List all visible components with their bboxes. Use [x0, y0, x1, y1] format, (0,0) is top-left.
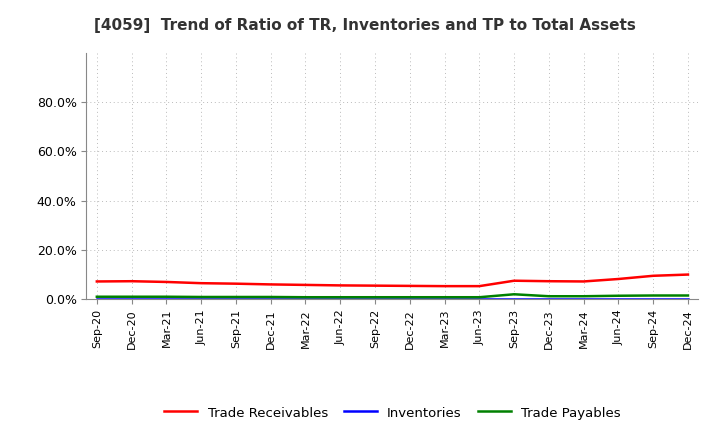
Trade Receivables: [475, 283, 484, 289]
Trade Receivables: [649, 273, 657, 279]
Trade Receivables: [371, 283, 379, 288]
Trade Receivables: [127, 279, 136, 284]
Trade Receivables: [510, 278, 518, 283]
Trade Receivables: [544, 279, 553, 284]
Inventories: [266, 297, 275, 302]
Trade Payables: [475, 295, 484, 300]
Inventories: [649, 297, 657, 302]
Trade Receivables: [336, 283, 345, 288]
Trade Receivables: [580, 279, 588, 284]
Trade Payables: [301, 295, 310, 300]
Trade Payables: [162, 294, 171, 299]
Inventories: [405, 297, 414, 302]
Inventories: [371, 297, 379, 302]
Trade Payables: [371, 295, 379, 300]
Trade Receivables: [92, 279, 101, 284]
Inventories: [684, 297, 693, 302]
Inventories: [162, 297, 171, 302]
Trade Payables: [614, 293, 623, 298]
Inventories: [301, 297, 310, 302]
Inventories: [510, 297, 518, 302]
Trade Payables: [440, 295, 449, 300]
Line: Trade Receivables: Trade Receivables: [96, 275, 688, 286]
Trade Receivables: [162, 279, 171, 285]
Inventories: [580, 297, 588, 302]
Trade Receivables: [684, 272, 693, 277]
Trade Receivables: [301, 282, 310, 288]
Trade Payables: [127, 294, 136, 299]
Trade Payables: [232, 294, 240, 300]
Line: Trade Payables: Trade Payables: [96, 294, 688, 297]
Inventories: [336, 297, 345, 302]
Inventories: [475, 297, 484, 302]
Inventories: [232, 297, 240, 302]
Text: [4059]  Trend of Ratio of TR, Inventories and TP to Total Assets: [4059] Trend of Ratio of TR, Inventories…: [94, 18, 636, 33]
Trade Receivables: [266, 282, 275, 287]
Inventories: [127, 297, 136, 302]
Trade Receivables: [440, 283, 449, 289]
Trade Payables: [544, 293, 553, 299]
Legend: Trade Receivables, Inventories, Trade Payables: Trade Receivables, Inventories, Trade Pa…: [158, 400, 626, 426]
Trade Payables: [197, 294, 205, 300]
Inventories: [614, 297, 623, 302]
Trade Payables: [510, 292, 518, 297]
Trade Receivables: [405, 283, 414, 289]
Trade Receivables: [614, 276, 623, 282]
Trade Receivables: [232, 281, 240, 286]
Trade Payables: [92, 294, 101, 299]
Trade Receivables: [197, 281, 205, 286]
Trade Payables: [266, 294, 275, 300]
Inventories: [544, 297, 553, 302]
Trade Payables: [336, 295, 345, 300]
Trade Payables: [580, 293, 588, 299]
Inventories: [92, 297, 101, 302]
Trade Payables: [649, 293, 657, 298]
Trade Payables: [405, 295, 414, 300]
Inventories: [197, 297, 205, 302]
Trade Payables: [684, 293, 693, 298]
Inventories: [440, 297, 449, 302]
